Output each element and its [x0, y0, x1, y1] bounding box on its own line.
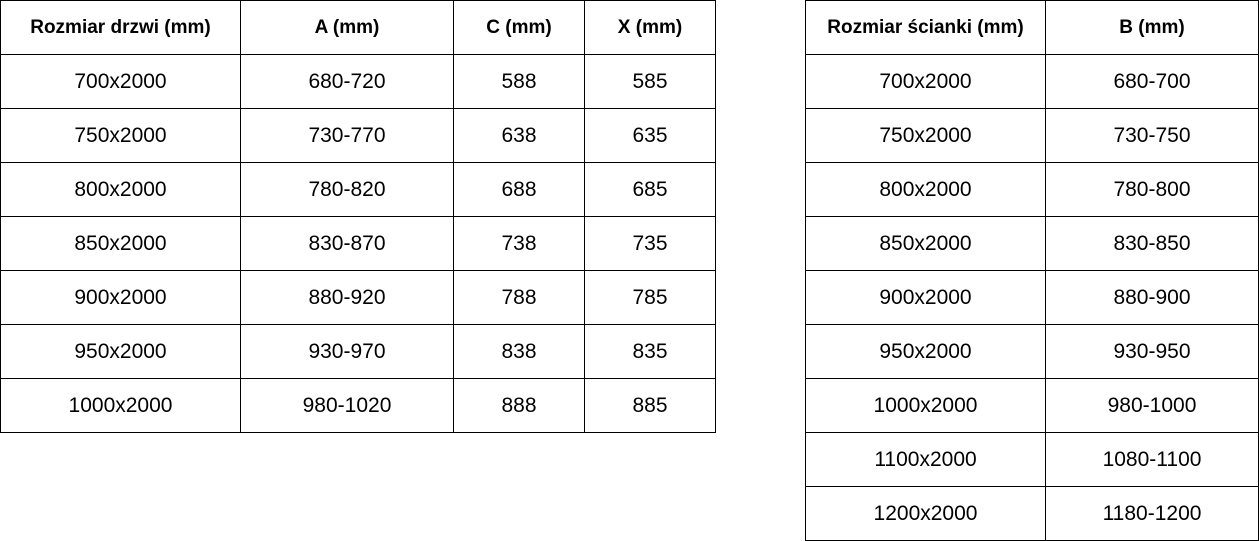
- table-cell: 838: [453, 324, 585, 379]
- table-row: 1000x2000 980-1020 888 885: [0, 378, 716, 433]
- table-cell: 800x2000: [805, 162, 1046, 217]
- table-row: 850x2000 830-870 738 735: [0, 216, 716, 271]
- table-row: 950x2000 930-950: [805, 324, 1259, 379]
- table-cell: 930-970: [240, 324, 454, 379]
- header-door-size: Rozmiar drzwi (mm): [0, 0, 241, 55]
- table-row: 1000x2000 980-1000: [805, 378, 1259, 433]
- table-cell: 930-950: [1045, 324, 1259, 379]
- table-cell: 830-850: [1045, 216, 1259, 271]
- table-row: 900x2000 880-920 788 785: [0, 270, 716, 325]
- table-cell: 950x2000: [805, 324, 1046, 379]
- table-cell: 900x2000: [0, 270, 241, 325]
- table-cell: 1100x2000: [805, 432, 1046, 487]
- table-cell: 685: [584, 162, 716, 217]
- table-cell: 980-1000: [1045, 378, 1259, 433]
- table-cell: 880-900: [1045, 270, 1259, 325]
- table-cell: 735: [584, 216, 716, 271]
- header-wall-size: Rozmiar ścianki (mm): [805, 0, 1046, 55]
- table-cell: 750x2000: [805, 108, 1046, 163]
- table-cell: 900x2000: [805, 270, 1046, 325]
- table-row: 850x2000 830-850: [805, 216, 1259, 271]
- table-row: 1200x2000 1180-1200: [805, 486, 1259, 541]
- table-cell: 850x2000: [0, 216, 241, 271]
- table-cell: 788: [453, 270, 585, 325]
- header-c: C (mm): [453, 0, 585, 55]
- table-row: 700x2000 680-700: [805, 54, 1259, 109]
- table-row: 800x2000 780-820 688 685: [0, 162, 716, 217]
- header-a: A (mm): [240, 0, 454, 55]
- table-cell: 588: [453, 54, 585, 109]
- table-cell: 1080-1100: [1045, 432, 1259, 487]
- table-cell: 888: [453, 378, 585, 433]
- table-cell: 785: [584, 270, 716, 325]
- table-cell: 1000x2000: [805, 378, 1046, 433]
- table-cell: 688: [453, 162, 585, 217]
- table-row: 800x2000 780-800: [805, 162, 1259, 217]
- table-cell: 635: [584, 108, 716, 163]
- table-cell: 700x2000: [805, 54, 1046, 109]
- table-row: 950x2000 930-970 838 835: [0, 324, 716, 379]
- table-cell: 885: [584, 378, 716, 433]
- table-cell: 585: [584, 54, 716, 109]
- door-size-table: Rozmiar drzwi (mm) A (mm) C (mm) X (mm) …: [0, 0, 716, 433]
- table-row: 750x2000 730-770 638 635: [0, 108, 716, 163]
- table-cell: 730-750: [1045, 108, 1259, 163]
- table-cell: 780-820: [240, 162, 454, 217]
- table-row: 1100x2000 1080-1100: [805, 432, 1259, 487]
- table-cell: 880-920: [240, 270, 454, 325]
- header-row: Rozmiar drzwi (mm) A (mm) C (mm) X (mm): [0, 0, 716, 55]
- table-cell: 800x2000: [0, 162, 241, 217]
- table-cell: 1000x2000: [0, 378, 241, 433]
- table-cell: 1200x2000: [805, 486, 1046, 541]
- header-x: X (mm): [584, 0, 716, 55]
- table-cell: 980-1020: [240, 378, 454, 433]
- table-cell: 750x2000: [0, 108, 241, 163]
- wall-size-table: Rozmiar ścianki (mm) B (mm) 700x2000 680-…: [805, 0, 1259, 541]
- table-cell: 1180-1200: [1045, 486, 1259, 541]
- table-cell: 835: [584, 324, 716, 379]
- table-row: 750x2000 730-750: [805, 108, 1259, 163]
- table-cell: 738: [453, 216, 585, 271]
- table-row: 700x2000 680-720 588 585: [0, 54, 716, 109]
- table-row: 900x2000 880-900: [805, 270, 1259, 325]
- header-row: Rozmiar ścianki (mm) B (mm): [805, 0, 1259, 55]
- table-cell: 680-700: [1045, 54, 1259, 109]
- header-b: B (mm): [1045, 0, 1259, 55]
- table-cell: 730-770: [240, 108, 454, 163]
- table-cell: 950x2000: [0, 324, 241, 379]
- table-cell: 680-720: [240, 54, 454, 109]
- table-cell: 638: [453, 108, 585, 163]
- table-cell: 830-870: [240, 216, 454, 271]
- table-cell: 700x2000: [0, 54, 241, 109]
- table-cell: 850x2000: [805, 216, 1046, 271]
- table-cell: 780-800: [1045, 162, 1259, 217]
